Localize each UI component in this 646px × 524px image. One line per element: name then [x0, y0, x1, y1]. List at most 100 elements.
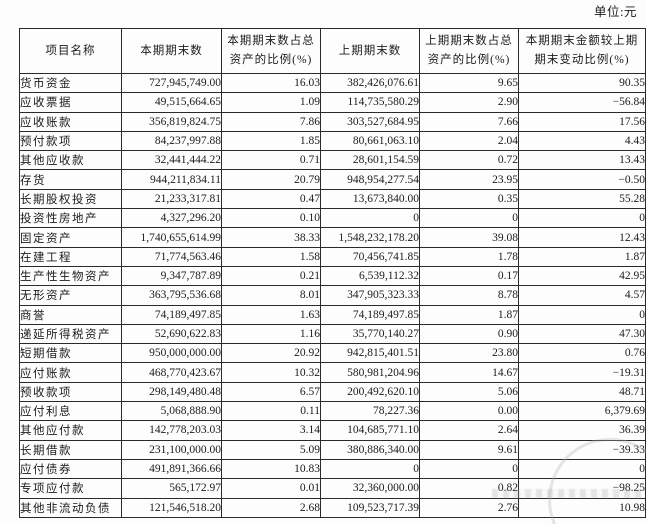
value-cell: 47.30 [518, 323, 646, 345]
unit-label: 单位:元 [594, 5, 637, 19]
value-cell: 1.85 [221, 130, 321, 152]
value-cell: 0.35 [419, 188, 519, 210]
item-name-cell: 货币资金 [19, 72, 122, 94]
item-name-cell: 在建工程 [19, 246, 122, 267]
table-row: 其他非流动负债 121,546,518.20 2.68 109,523,717.39 2… [19, 497, 646, 518]
value-cell: 380,886,340.00 [320, 439, 420, 460]
value-cell: 727,945,749.00 [121, 72, 222, 94]
header-line: 资产的比例(%) [229, 54, 313, 66]
value-cell: 78,227.36 [320, 401, 420, 422]
value-cell: −56.84 [518, 92, 646, 113]
value-cell: 0.82 [419, 478, 519, 499]
value-cell: 2.68 [221, 497, 321, 518]
table-row: 投资性房地产 4,327,296.20 0.10 0 0 0 [19, 208, 646, 229]
value-cell: 565,172.97 [121, 478, 222, 499]
item-name-cell: 长期借款 [19, 439, 122, 460]
value-cell: 38.33 [221, 227, 321, 248]
item-name-cell: 无形资产 [19, 285, 122, 306]
value-cell: 1.16 [221, 323, 321, 345]
value-cell: 7.66 [419, 111, 519, 132]
value-cell: −98.25 [518, 478, 646, 499]
value-cell: 16.03 [221, 72, 321, 94]
item-name-cell: 应付利息 [19, 401, 122, 422]
value-cell: 0.00 [419, 401, 519, 422]
header-line: 本期期末数 [140, 44, 203, 57]
column-header-prior-period-ratio: 上期期末数占总 资产的比例(%) [419, 28, 519, 74]
value-cell: 356,819,824.75 [121, 111, 222, 132]
value-cell: 382,426,076.61 [320, 72, 420, 94]
table-row: 短期借款 950,000,000.00 20.92 942,815,401.51 23.… [19, 343, 646, 364]
value-cell: 6.57 [221, 381, 321, 403]
header-line: 期末变动比例(%) [534, 54, 630, 66]
item-name-cell: 投资性房地产 [19, 208, 122, 229]
value-cell: 298,149,480.48 [121, 381, 222, 403]
table-row: 专项应付款 565,172.97 0.01 32,360,000.00 0.82 −98.… [19, 478, 646, 499]
item-name-cell: 应收账款 [19, 111, 122, 132]
value-cell: 74,189,497.85 [121, 304, 222, 325]
value-cell: 0.17 [419, 265, 519, 287]
value-cell: 2.76 [419, 497, 519, 518]
column-header-prior-period-amount: 上期期末数 [320, 28, 420, 74]
value-cell: 114,735,580.29 [320, 92, 420, 113]
value-cell: 0 [518, 458, 646, 480]
table-row: 生产性生物资产 9,347,787.89 0.21 6,539,112.32 0.17 4… [19, 265, 646, 287]
column-header-item-name: 项目名称 [19, 28, 122, 74]
header-line: 本期期末金额较上期 [525, 35, 639, 48]
item-name-cell: 固定资产 [19, 227, 122, 248]
value-cell: −0.50 [518, 169, 646, 190]
header-line: 资产的比例(%) [427, 54, 511, 66]
value-cell: 48.71 [518, 381, 646, 403]
value-cell: 10.32 [221, 362, 321, 383]
value-cell: 9,347,787.89 [121, 265, 222, 287]
value-cell: 0 [320, 458, 420, 480]
value-cell: 4.57 [518, 285, 646, 306]
value-cell: 0.10 [221, 208, 321, 229]
value-cell: 104,685,771.10 [320, 420, 420, 441]
value-cell: 90.35 [518, 72, 646, 94]
value-cell: 950,000,000.00 [121, 343, 222, 364]
item-name-cell: 长期股权投资 [19, 188, 122, 210]
item-name-cell: 应付账款 [19, 362, 122, 383]
value-cell: 49,515,664.65 [121, 92, 222, 113]
item-name-cell: 递延所得税资产 [19, 323, 122, 345]
table-row: 其他应收款 32,441,444.22 0.71 28,601,154.59 0.72 1… [19, 150, 646, 171]
value-cell: 5.09 [221, 439, 321, 460]
value-cell: 8.01 [221, 285, 321, 306]
value-cell: 491,891,366.66 [121, 458, 222, 480]
value-cell: 121,546,518.20 [121, 497, 222, 518]
item-name-cell: 应收票据 [19, 92, 122, 113]
value-cell: 109,523,717.39 [320, 497, 420, 518]
financial-items-table: 项目名称 本期期末数 本期期末数占总 资产的比例(%) 上期期末数 上期期末数占… [19, 28, 646, 518]
value-cell: 0 [518, 304, 646, 325]
column-header-current-period-amount: 本期期末数 [121, 28, 222, 74]
value-cell: 363,795,536.68 [121, 285, 222, 306]
header-line: 本期期末数占总 [227, 35, 315, 48]
value-cell: 0.21 [221, 265, 321, 287]
table-row: 货币资金 727,945,749.00 16.03 382,426,076.61 9.6… [19, 72, 646, 94]
value-cell: 0 [518, 208, 646, 229]
header-line: 上期期末数 [338, 44, 402, 57]
value-cell: 3.14 [221, 420, 321, 441]
value-cell: 71,774,563.46 [121, 246, 222, 267]
value-cell: 0.47 [221, 188, 321, 210]
value-cell: 5.06 [419, 381, 519, 403]
item-name-cell: 商誉 [19, 304, 122, 325]
table-row: 应付债券 491,891,366.66 10.83 0 0 0 [19, 458, 646, 480]
table-row: 递延所得税资产 52,690,622.83 1.16 35,770,140.27 0.9… [19, 323, 646, 345]
value-cell: 42.95 [518, 265, 646, 287]
value-cell: 0 [419, 208, 519, 229]
item-name-cell: 存货 [19, 169, 122, 190]
value-cell: 4,327,296.20 [121, 208, 222, 229]
value-cell: 0.72 [419, 150, 519, 171]
value-cell: 942,815,401.51 [320, 343, 420, 364]
value-cell: 231,100,000.00 [121, 439, 222, 460]
value-cell: 20.92 [221, 343, 321, 364]
value-cell: 1.78 [419, 246, 519, 267]
value-cell: −39.33 [518, 439, 646, 460]
value-cell: 17.56 [518, 111, 646, 132]
value-cell: 35,770,140.27 [320, 323, 420, 345]
value-cell: 200,492,620.10 [320, 381, 420, 403]
item-name-cell: 其他非流动负债 [19, 497, 122, 518]
item-name-cell: 其他应收款 [19, 150, 122, 171]
table-row: 长期股权投资 21,233,317.81 0.47 13,673,840.00 0.35… [19, 188, 646, 210]
